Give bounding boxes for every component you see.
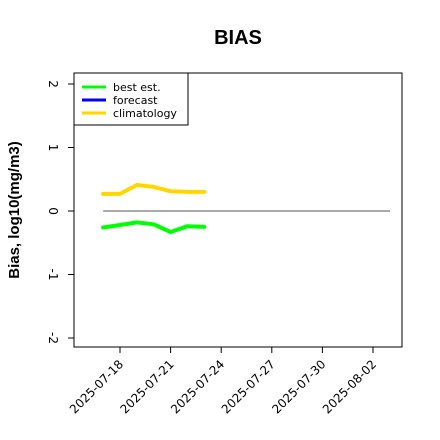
series-line-climatology xyxy=(101,183,207,196)
x-axis: 2025-07-182025-07-212025-07-242025-07-27… xyxy=(67,347,379,416)
y-tick-label: -2 xyxy=(46,332,60,344)
y-tick-label: 2 xyxy=(46,80,60,88)
chart-title: BIAS xyxy=(214,27,262,49)
series-line-best-est xyxy=(101,220,207,234)
y-axis: 2 1 0 -1 -2 xyxy=(46,80,74,344)
y-tick-label: 1 xyxy=(46,144,60,152)
x-tick-label: 2025-08-02 xyxy=(320,357,379,416)
y-axis-label: Bias, log10(mg/m3) xyxy=(6,141,23,279)
series-layer xyxy=(101,183,207,234)
legend-label: forecast xyxy=(113,94,158,107)
legend-label: climatology xyxy=(113,107,177,120)
y-tick-label: 0 xyxy=(46,207,60,215)
y-tick-label: -1 xyxy=(46,269,60,281)
plot-frame xyxy=(73,72,403,348)
legend-label: best est. xyxy=(113,81,161,94)
